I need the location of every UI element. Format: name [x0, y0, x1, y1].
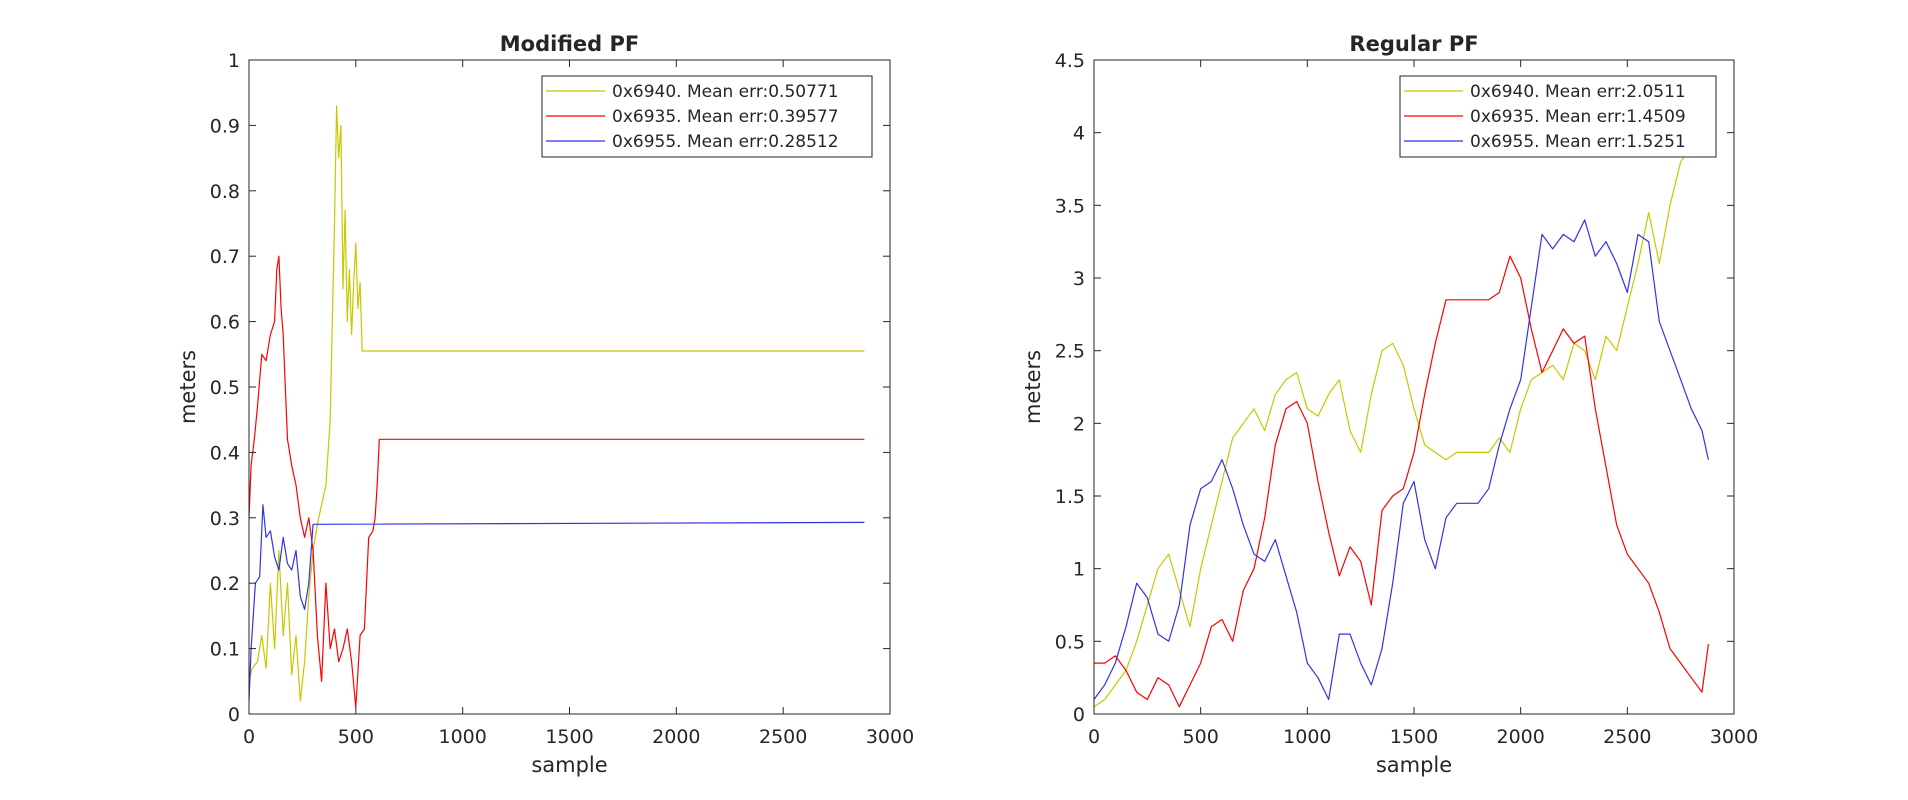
series-line-2 [249, 504, 865, 701]
y-tick-label: 0.2 [210, 573, 240, 595]
x-tick-label: 1500 [1390, 726, 1438, 748]
x-tick-label: 2000 [1496, 726, 1544, 748]
x-axis-label: sample [1376, 753, 1452, 777]
x-tick-label: 2000 [652, 726, 700, 748]
y-tick-label: 2 [1073, 413, 1085, 435]
y-tick-label: 3.5 [1055, 195, 1085, 217]
y-tick-label: 0.7 [210, 246, 240, 268]
y-axis-label: meters [1021, 350, 1045, 424]
x-tick-label: 3000 [866, 726, 914, 748]
plot-area [249, 60, 890, 714]
x-tick-label: 1000 [438, 726, 486, 748]
x-tick-label: 2500 [1603, 726, 1651, 748]
y-tick-label: 1 [1073, 559, 1085, 581]
y-tick-label: 0.6 [210, 312, 240, 334]
legend-label-0: 0x6940. Mean err:0.50771 [612, 82, 839, 102]
y-tick-label: 0 [1073, 704, 1085, 726]
y-tick-label: 0.3 [210, 508, 240, 530]
y-tick-label: 0.4 [210, 442, 240, 464]
series-line-1 [1094, 255, 1709, 708]
x-tick-label: 3000 [1710, 726, 1758, 748]
y-axis-label: meters [176, 350, 200, 424]
plot-area [1094, 60, 1734, 714]
x-tick-label: 1500 [545, 726, 593, 748]
x-tick-label: 500 [338, 726, 374, 748]
x-tick-label: 2500 [759, 726, 807, 748]
series-group [1094, 103, 1709, 708]
y-tick-label: 2.5 [1055, 341, 1085, 363]
y-tick-label: 0.5 [210, 377, 240, 399]
x-axis-label: sample [531, 753, 607, 777]
x-tick-label: 1000 [1283, 726, 1331, 748]
y-tick-label: 0.1 [210, 639, 240, 661]
x-tick-label: 0 [243, 726, 255, 748]
chart-regular-pf: 0 500 1000 1500 2000 2500 3000 0 0.5 1 1.5 2 2.5 3 3.5… [1021, 32, 1758, 777]
y-tick-label: 0.9 [210, 115, 240, 137]
legend-label-1: 0x6935. Mean err:0.39577 [612, 107, 839, 127]
series-line-0 [1094, 103, 1709, 708]
legend: 0x6940. Mean err:2.0511 0x6935. Mean err:… [1399, 75, 1717, 158]
legend-label-2: 0x6955. Mean err:1.5251 [1470, 132, 1686, 152]
y-tick-label: 4 [1073, 123, 1085, 145]
chart-title: Modified PF [500, 32, 639, 56]
y-tick-label: 1 [228, 50, 240, 72]
x-tick-label: 0 [1088, 726, 1100, 748]
y-tick-label: 1.5 [1055, 486, 1085, 508]
chart-title: Regular PF [1349, 32, 1478, 56]
y-tick-label: 0 [228, 704, 240, 726]
legend-label-1: 0x6935. Mean err:1.4509 [1470, 107, 1686, 127]
y-tick-label: 3 [1073, 268, 1085, 290]
y-tick-label: 4.5 [1055, 50, 1085, 72]
legend: 0x6940. Mean err:0.50771 0x6935. Mean err… [541, 75, 873, 158]
series-line-2 [1094, 219, 1709, 701]
chart-modified-pf: 0 500 1000 1500 2000 2500 3000 0 0.1 0.2 0.3 0.4 0.5… [176, 32, 914, 777]
x-tick-label: 500 [1183, 726, 1219, 748]
legend-label-2: 0x6955. Mean err:0.28512 [612, 132, 839, 152]
y-tick-label: 0.5 [1055, 631, 1085, 653]
y-tick-label: 0.8 [210, 181, 240, 203]
legend-label-0: 0x6940. Mean err:2.0511 [1470, 82, 1686, 102]
series-line-0 [249, 105, 865, 702]
series-line-1 [249, 255, 865, 709]
series-group [249, 105, 865, 709]
